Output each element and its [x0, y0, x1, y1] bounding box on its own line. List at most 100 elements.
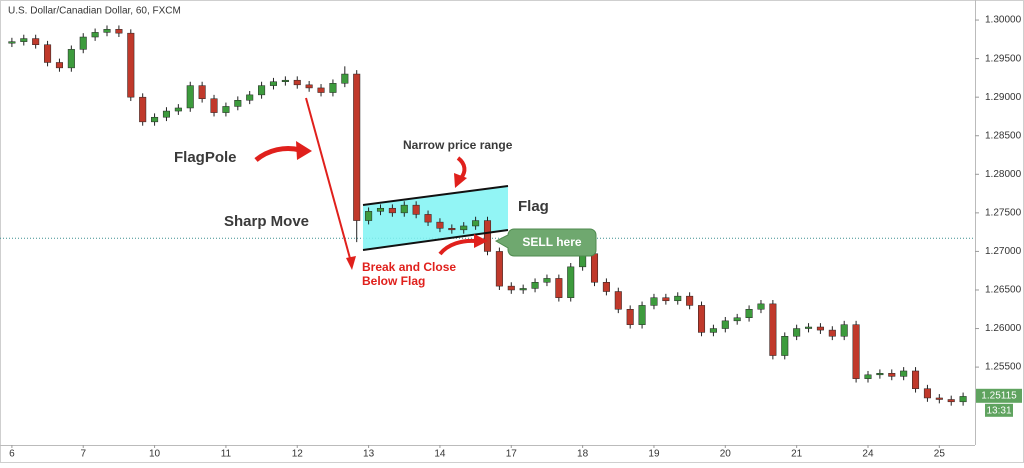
x-tick-label: 14 [434, 449, 446, 460]
candle-body [805, 326, 813, 329]
x-tick-label: 13 [363, 449, 375, 460]
candle-body [269, 81, 277, 86]
candle-body [876, 373, 884, 376]
y-tick-label: 1.25500 [985, 362, 1022, 373]
candle-body [115, 29, 123, 34]
candle-body [888, 373, 896, 377]
candle-body [20, 38, 28, 42]
candle-body [424, 214, 432, 223]
candle-body [317, 87, 325, 93]
candle-body [900, 370, 908, 377]
x-tick-label: 24 [862, 449, 874, 460]
annotation-sharp-move: Sharp Move [224, 213, 309, 230]
sell-bubble [494, 228, 597, 257]
flagpole-arrowhead [346, 256, 356, 270]
last-time-box [985, 403, 1013, 417]
break-pointer [438, 238, 477, 256]
annotation-below-flag: Below Flag [362, 274, 425, 288]
candle-body [32, 38, 40, 45]
last-price-label: 1.25115 [981, 390, 1017, 401]
y-tick-label: 1.28000 [985, 169, 1022, 180]
candle-body [757, 303, 765, 310]
annotation-flag: Flag [518, 198, 549, 215]
candle-body [210, 98, 218, 113]
flag-upper-line [362, 185, 509, 206]
y-tick-label: 1.27500 [985, 208, 1022, 219]
candle-body [127, 32, 135, 98]
candle-body [864, 374, 872, 379]
flagpole-pointer [254, 145, 301, 162]
flag-lower-line [362, 229, 509, 251]
x-tick-label: 21 [791, 449, 803, 460]
last-price-box [976, 388, 1022, 403]
candle-body [959, 396, 967, 403]
candle-body [912, 370, 920, 389]
y-tick-label: 1.28500 [985, 130, 1022, 141]
chart-title: U.S. Dollar/Canadian Dollar, 60, FXCM [8, 6, 181, 17]
candle-body [341, 73, 349, 84]
candle-body [495, 251, 503, 287]
range-pointer-head [454, 173, 467, 188]
candle-body [448, 228, 456, 231]
candle-body [412, 204, 420, 215]
candle-body [258, 85, 266, 96]
candle-body [460, 225, 468, 231]
x-tick-label: 7 [80, 449, 86, 460]
candles [8, 25, 967, 406]
y-tick-label: 1.26500 [985, 285, 1022, 296]
candle-body [531, 282, 539, 289]
candle-body [816, 326, 824, 331]
candle-body [935, 397, 943, 400]
annotation-break: Break and Close [362, 260, 456, 274]
candle-body [709, 328, 717, 333]
candle-body [162, 110, 170, 118]
candle-body [67, 49, 75, 69]
flagpole-line [305, 97, 352, 263]
candle-body [329, 83, 337, 93]
annotation-narrow-range: Narrow price range [403, 138, 513, 152]
candle-body [139, 96, 147, 123]
candle-body [222, 106, 230, 113]
candle-body [543, 278, 551, 283]
candle-body [793, 328, 801, 337]
candle-body [638, 305, 646, 325]
candle-body [923, 388, 931, 399]
candle-body [662, 297, 670, 302]
candle-body [840, 324, 848, 337]
candle-body [555, 278, 563, 298]
y-tick-label: 1.26000 [985, 323, 1022, 334]
x-tick-label: 20 [720, 449, 732, 460]
candle-body [947, 399, 955, 403]
candle-body [828, 329, 836, 337]
candle-body [91, 32, 99, 38]
candle-body [852, 324, 860, 379]
candle-body [745, 309, 753, 318]
candle-body [186, 85, 194, 109]
candle-body [281, 79, 289, 83]
candle-body [674, 295, 682, 302]
x-tick-label: 18 [577, 449, 589, 460]
candle-body [79, 36, 87, 50]
x-tick-label: 12 [292, 449, 304, 460]
candle-body [151, 116, 159, 123]
candle-body [602, 282, 610, 292]
y-tick-label: 1.27000 [985, 246, 1022, 257]
candle-body [483, 220, 492, 252]
candle-body [733, 317, 741, 322]
x-tick-label: 19 [648, 449, 660, 460]
candle-body [436, 221, 444, 229]
candle-body [650, 297, 658, 306]
x-tick-label: 6 [9, 449, 15, 460]
candle-body [781, 336, 789, 356]
candle-body [400, 204, 408, 214]
candle-body [55, 62, 63, 69]
x-tick-label: 10 [149, 449, 161, 460]
candle-body [353, 73, 361, 221]
candle-body [376, 207, 385, 212]
candle-body [507, 285, 515, 291]
candle-body [614, 291, 622, 310]
candle-body [305, 84, 313, 89]
candle-body [472, 220, 480, 227]
